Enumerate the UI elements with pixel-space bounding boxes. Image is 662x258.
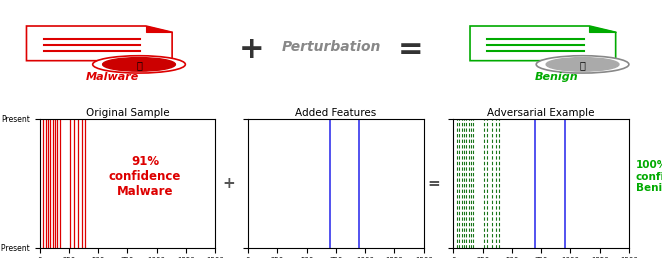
Text: =: = [427, 176, 440, 191]
Text: Malware: Malware [86, 72, 139, 82]
Text: 100%
confidence
Benign: 100% confidence Benign [636, 160, 662, 193]
Text: Perturbation: Perturbation [281, 40, 381, 54]
Text: =: = [398, 35, 423, 64]
Text: Benign: Benign [534, 72, 578, 82]
Circle shape [93, 56, 185, 73]
Circle shape [536, 56, 629, 73]
Title: Added Features: Added Features [295, 108, 377, 118]
Text: 🔒: 🔒 [580, 60, 585, 70]
Circle shape [103, 58, 175, 71]
Text: +: + [222, 176, 235, 191]
Polygon shape [26, 26, 172, 61]
Text: 91%
confidence
Malware: 91% confidence Malware [109, 155, 181, 198]
Text: +: + [239, 35, 264, 64]
Title: Original Sample: Original Sample [85, 108, 169, 118]
Polygon shape [589, 26, 616, 32]
Polygon shape [470, 26, 616, 61]
Title: Adversarial Example: Adversarial Example [487, 108, 595, 118]
Polygon shape [146, 26, 172, 32]
Text: 🔒: 🔒 [136, 60, 142, 70]
Circle shape [546, 58, 619, 71]
